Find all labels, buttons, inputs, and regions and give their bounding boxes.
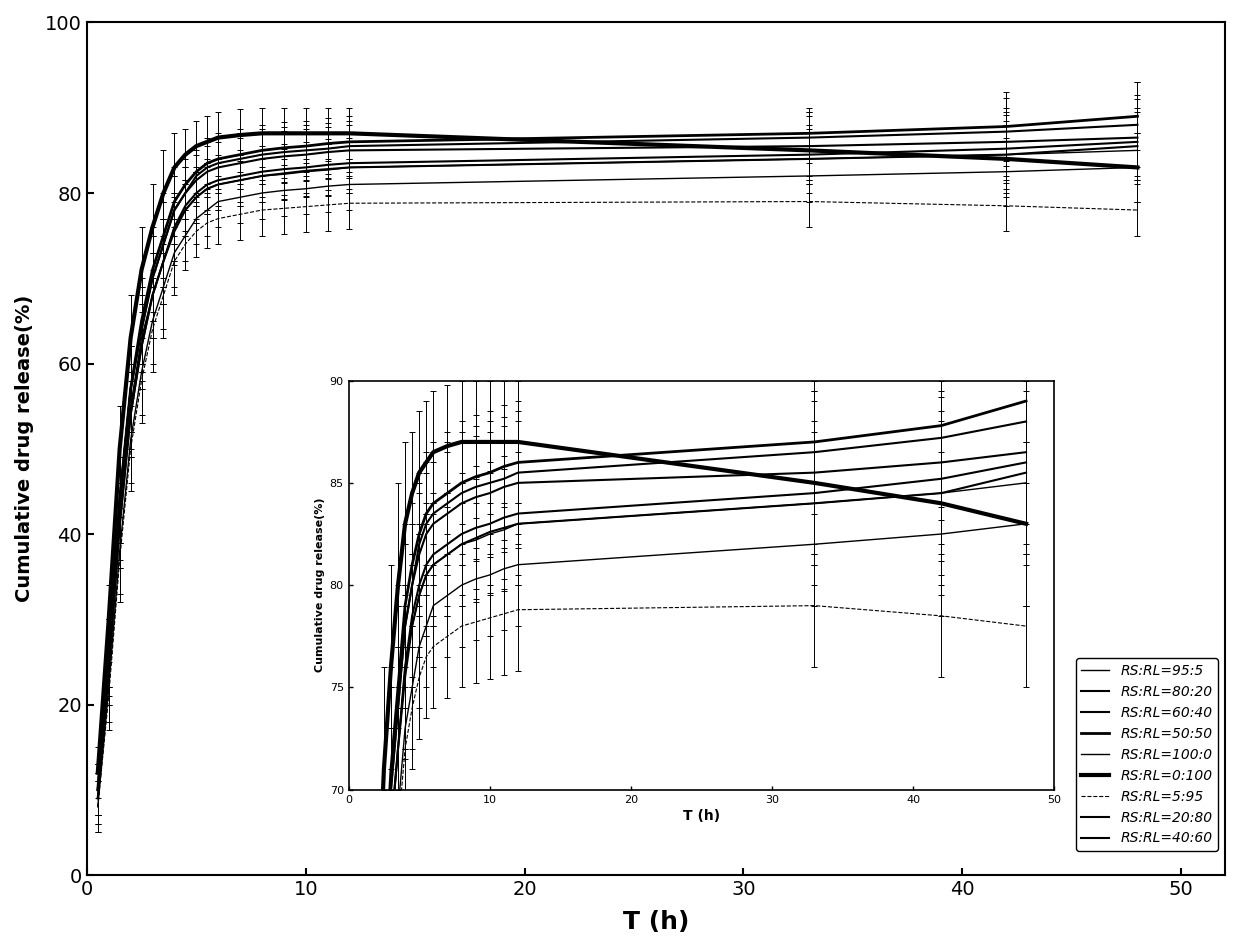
X-axis label: T (h): T (h) — [622, 910, 689, 934]
Legend: RS:RL=95:5, RS:RL=80:20, RS:RL=60:40, RS:RL=50:50, RS:RL=100:0, RS:RL=0:100, RS:: RS:RL=95:5, RS:RL=80:20, RS:RL=60:40, RS… — [1076, 659, 1218, 851]
Y-axis label: Cumulative drug release(%): Cumulative drug release(%) — [15, 295, 33, 603]
